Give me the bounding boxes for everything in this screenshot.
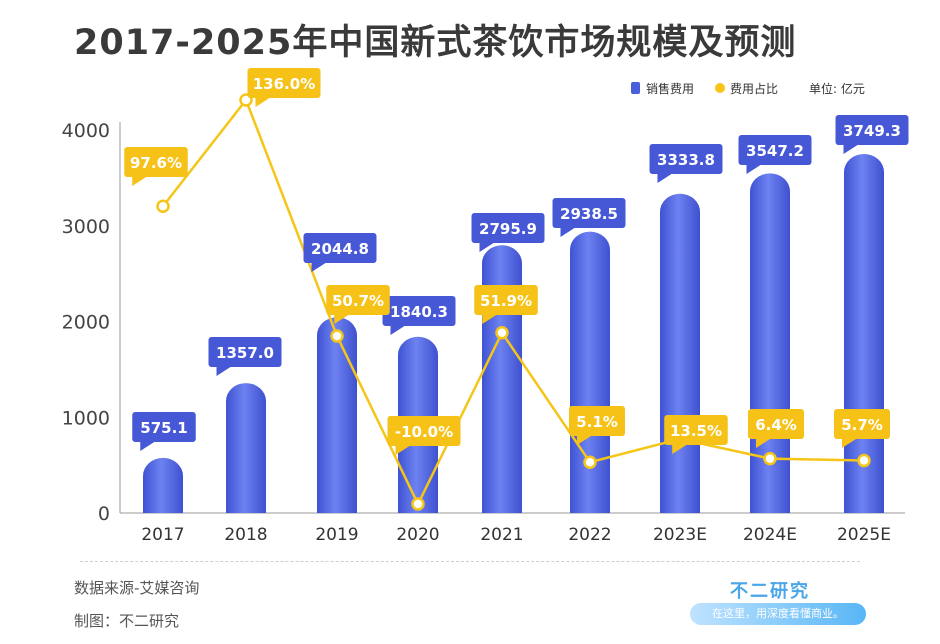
bar-base	[143, 495, 183, 513]
line-value-label: 50.7%	[332, 292, 384, 310]
x-tick-label: 2019	[315, 525, 358, 545]
bar-value-label-tail	[746, 165, 761, 174]
x-tick-label: 2022	[568, 525, 611, 545]
line-value-label-box	[748, 409, 804, 439]
line-value-label-tail	[672, 445, 687, 454]
bar-value-label-tail	[657, 174, 672, 183]
bar-value-label-tail	[479, 243, 494, 252]
bar-base	[482, 495, 522, 513]
brand-name: 不二研究	[730, 581, 810, 602]
bar-value-label-box	[382, 296, 456, 326]
unit-label: 单位: 亿元	[809, 81, 865, 96]
bar-value-label-box	[208, 337, 282, 367]
bar-base	[844, 495, 884, 513]
line-value-label: 136.0%	[253, 75, 315, 93]
x-tick-label: 2023E	[653, 525, 707, 545]
bar-base	[226, 495, 266, 513]
bar-value-label: 575.1	[140, 419, 187, 437]
chart-title: 2017-2025年中国新式茶饮市场规模及预测	[74, 23, 797, 63]
line-value-label: 13.5%	[670, 422, 722, 440]
legend-bar-label: 销售费用	[646, 81, 694, 96]
y-tick-label: 3000	[62, 216, 110, 238]
bar-value-label-tail	[843, 145, 858, 154]
x-tick-label: 2018	[224, 525, 267, 545]
line-value-label: 5.7%	[841, 416, 883, 434]
line-point	[411, 497, 425, 511]
line-value-label-tail	[395, 446, 410, 455]
line-value-label-box	[124, 147, 188, 177]
bar-value-label-tail	[216, 367, 231, 376]
bar-value-label: 3547.2	[746, 142, 804, 160]
y-tick-label: 2000	[62, 312, 110, 334]
bar	[226, 383, 266, 513]
bar-value-label: 2795.9	[479, 220, 537, 238]
line-value-label-box	[834, 409, 890, 439]
line-value-label-tail	[756, 439, 770, 448]
legend-bar-swatch	[631, 82, 640, 94]
legend-line-label: 费用占比	[730, 81, 778, 96]
line-value-label: 5.1%	[576, 413, 618, 431]
bar-value-label-tail	[311, 263, 326, 272]
bar-value-label: 2044.8	[311, 240, 369, 258]
bar-value-label-box	[835, 115, 909, 145]
y-tick-label: 1000	[62, 407, 110, 429]
bar-value-label-box	[552, 198, 626, 228]
bar-value-label: 3333.8	[657, 151, 715, 169]
bar-value-label-box	[649, 144, 723, 174]
bar-base	[660, 495, 700, 513]
bar-value-label-box	[738, 135, 812, 165]
line-value-label: 6.4%	[755, 416, 797, 434]
line-value-label-tail	[132, 177, 147, 186]
bar	[570, 231, 610, 514]
bar-value-label: 1840.3	[390, 303, 448, 321]
line-value-label: -10.0%	[395, 423, 453, 441]
bar	[317, 317, 357, 513]
line-value-label-tail	[577, 436, 591, 445]
bar-base	[750, 495, 790, 513]
bar	[660, 193, 700, 514]
x-tick-label: 2025E	[837, 525, 891, 545]
line-point	[583, 455, 597, 469]
line-value-label-tail	[482, 315, 497, 324]
bar-base	[317, 495, 357, 513]
line-value-label: 97.6%	[130, 154, 182, 172]
y-tick-label: 0	[98, 503, 110, 525]
brand-slogan: 在这里，用深度看懂商业。	[690, 603, 866, 625]
line-value-label-box	[387, 416, 461, 446]
bar-value-label-tail	[560, 228, 575, 237]
bar-value-label-tail	[390, 326, 405, 335]
x-tick-label: 2020	[396, 525, 439, 545]
data-source: 数据来源-艾媒咨询	[74, 579, 200, 597]
line-value-label-box	[664, 415, 728, 445]
line-point	[857, 453, 871, 468]
bar-value-label-box	[471, 213, 545, 243]
chart-svg: 0 1000 2000 3000 4000 2017 2018 2019 2020 2021 202…	[62, 68, 909, 545]
bar-value-label: 2938.5	[560, 205, 618, 223]
line-value-label-tail	[255, 98, 270, 107]
line-point	[763, 451, 777, 466]
bar-value-label: 1357.0	[216, 344, 274, 362]
bar-value-label-box	[303, 233, 377, 263]
line-value-label-box	[474, 285, 538, 315]
line-value-label-tail	[842, 439, 856, 448]
line-point	[495, 325, 509, 340]
line-value-label: 51.9%	[480, 292, 532, 310]
line-value-label-box	[326, 285, 390, 315]
x-tick-label: 2021	[480, 525, 523, 545]
footer-divider	[80, 561, 860, 562]
x-tick-label: 2024E	[743, 525, 797, 545]
line-point	[330, 329, 344, 343]
bar-value-label-tail	[140, 442, 155, 451]
bar-value-label-box	[132, 412, 196, 442]
line-value-label-box	[247, 68, 321, 98]
x-tick-label: 2017	[141, 525, 184, 545]
legend-line-swatch	[715, 83, 725, 93]
chart-maker: 制图：不二研究	[74, 612, 180, 630]
bar-base	[570, 495, 610, 513]
bar-value-label: 3749.3	[843, 122, 901, 140]
y-tick-label: 4000	[62, 120, 110, 142]
line-value-label-tail	[334, 315, 349, 324]
line-point	[156, 199, 170, 214]
line-value-label-box	[569, 406, 625, 436]
